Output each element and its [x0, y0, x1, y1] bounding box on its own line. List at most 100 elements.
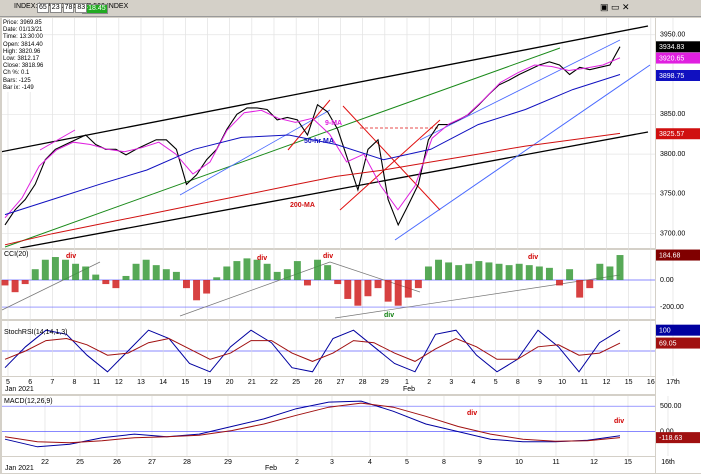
- bar: [263, 263, 271, 281]
- x-tick-label: 25: [76, 459, 84, 466]
- month-label: Jan 2021: [5, 465, 34, 472]
- x-tick-label: 22: [41, 459, 49, 466]
- x-tick-label: 29: [224, 459, 232, 466]
- info-value: -125: [18, 77, 31, 84]
- value-tag-label: 3934.83: [659, 44, 684, 51]
- x-tick-label: 1: [405, 379, 409, 386]
- bar: [11, 280, 19, 293]
- panel-title: CCI(20): [4, 251, 29, 258]
- info-value: 3818.96: [21, 63, 44, 70]
- series-line: [4, 132, 621, 246]
- annotation: div: [384, 312, 394, 319]
- y-tick-label: 3700.00: [660, 231, 685, 238]
- bar: [414, 280, 422, 289]
- bar: [223, 266, 231, 281]
- trend-lines: [2, 25, 651, 248]
- value-tag-label: 100: [659, 328, 671, 335]
- info-value: -149: [21, 84, 34, 91]
- bar: [273, 271, 281, 281]
- y-tick-label: 500.00: [660, 403, 682, 410]
- x-tick-label: 13: [137, 379, 145, 386]
- field: 23: [49, 3, 62, 13]
- annotation: div: [323, 253, 333, 260]
- annotation: div: [467, 410, 477, 417]
- x-tick-label: 3: [449, 379, 453, 386]
- value-tag: [656, 128, 700, 140]
- info-row: Close: 3818.96: [3, 63, 43, 70]
- bar: [152, 265, 160, 281]
- bar: [72, 263, 80, 281]
- bar: [1, 280, 9, 286]
- info-label: Bars: [3, 77, 16, 84]
- info-label: Time: [3, 34, 17, 41]
- x-tick-label: 28: [183, 459, 191, 466]
- x-tick-label: 27: [148, 459, 156, 466]
- bar: [51, 257, 59, 281]
- bar: [545, 267, 553, 281]
- bar: [243, 258, 251, 281]
- x-axis-panel: [2, 377, 655, 394]
- info-label: Close: [3, 63, 19, 70]
- annotation: div: [66, 253, 76, 260]
- bar: [566, 269, 574, 281]
- x-tick-label: 6: [28, 379, 32, 386]
- value-tag: [656, 432, 700, 444]
- bar: [475, 261, 483, 281]
- bar: [435, 259, 442, 281]
- x-tick-label: 29: [381, 379, 389, 386]
- series-name: 200-MA: [290, 202, 315, 209]
- bar: [576, 280, 584, 298]
- bar: [445, 262, 453, 281]
- bar: [394, 280, 402, 306]
- info-row: Price: 3969.85: [3, 20, 43, 27]
- bar: [142, 259, 150, 281]
- x-tick-label: 11: [581, 379, 588, 386]
- cci-line: [179, 261, 331, 317]
- month-label: Jan 2021: [5, 386, 34, 393]
- x-tick-label: 19: [204, 379, 212, 386]
- bar: [364, 280, 372, 297]
- info-value: 3820.96: [18, 48, 41, 55]
- info-row: Date: 01/13/21: [3, 27, 43, 34]
- bar: [374, 280, 382, 289]
- info-value: 3969.85: [20, 20, 42, 26]
- bar: [132, 263, 140, 281]
- x-tick-label: 8: [442, 459, 446, 466]
- green-line: [4, 47, 561, 248]
- x-tick-label: 12: [590, 459, 598, 466]
- bar: [314, 259, 322, 281]
- x-tick-label: 2: [295, 459, 299, 466]
- magenta-line: [39, 129, 76, 151]
- x-tick-label: 21: [248, 379, 256, 386]
- bar: [334, 280, 342, 285]
- annotation: div: [528, 254, 538, 261]
- x-tick-label: 10: [515, 459, 523, 466]
- y-tick-label: 3800.00: [660, 151, 685, 158]
- value-tag-label: 3825.57: [659, 131, 684, 138]
- bar: [283, 269, 291, 281]
- info-box: Price: 3969.85 Date: 01/13/21 Time: 13:30:…: [3, 20, 44, 93]
- x-tick-label: 8: [73, 379, 77, 386]
- series-line: [4, 74, 621, 216]
- info-row: Bar ix: -149: [3, 85, 43, 92]
- x-tick-label: 11: [552, 459, 559, 466]
- window-buttons[interactable]: ▣ ▭ ✕: [600, 2, 630, 12]
- info-value: 01/13/21: [19, 27, 43, 34]
- bar: [92, 274, 100, 281]
- series-name: 9-MA: [325, 120, 342, 127]
- info-label: High: [3, 48, 16, 55]
- info-label: Ch %: [3, 70, 18, 77]
- channel-top: [2, 25, 649, 153]
- y-tick-label: 0.00: [660, 428, 674, 435]
- info-sep: :: [18, 63, 22, 70]
- value-tag: [656, 324, 700, 336]
- bar: [253, 259, 261, 281]
- bar: [21, 280, 29, 285]
- stoch-panel: [2, 321, 655, 376]
- info-sep: :: [17, 70, 22, 77]
- info-row: Ch %: 0.1: [3, 70, 43, 77]
- x-tick-label: 26: [113, 459, 121, 466]
- bar: [112, 280, 120, 289]
- field: 78: [62, 3, 75, 13]
- x-tick-label: 4: [472, 379, 476, 386]
